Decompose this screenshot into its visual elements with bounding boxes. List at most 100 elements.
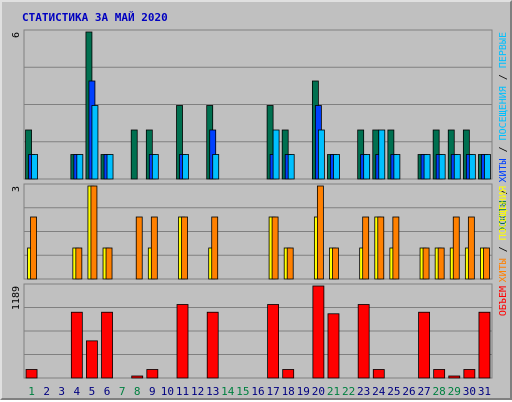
panel-2-bar: [312, 285, 325, 379]
x-tick-label: 15: [236, 385, 249, 398]
panel-2-bar: [478, 311, 491, 379]
panel-0-bar: [287, 154, 295, 180]
legend-entry: ПЕРВЫЕ: [498, 32, 509, 68]
panel-1-bar: [316, 185, 324, 280]
x-tick-label: 10: [161, 385, 174, 398]
panel-0-legend: ХОСТЫ / ХИТЫ / ПОСЕЩЕНИЯ / ПЕРВЫЕ: [498, 32, 509, 231]
legend-entry: ПОСЕЩЕНИЯ: [498, 86, 509, 140]
chart-title: СТАТИСТИКА ЗА МАЙ 2020: [22, 11, 168, 24]
x-tick-label: 19: [297, 385, 310, 398]
legend-entry: ХИТЫ: [498, 258, 509, 282]
panel-0-bar: [130, 129, 138, 180]
panel-0-bar: [151, 154, 159, 180]
panel-2-bar: [372, 369, 385, 379]
legend-entry: ХИТЫ: [498, 158, 509, 182]
x-tick-label: 7: [119, 385, 126, 398]
x-tick-label: 14: [221, 385, 235, 398]
x-tick-label: 22: [342, 385, 355, 398]
panel-0-bar: [212, 154, 220, 180]
panel-2-bar: [267, 304, 279, 379]
panel-2-bar: [206, 311, 219, 379]
panel-0-bar: [76, 154, 84, 180]
panel-1-bar: [75, 247, 83, 280]
x-tick-label: 13: [206, 385, 219, 398]
x-tick-label: 24: [372, 385, 386, 398]
x-tick-label: 5: [89, 385, 96, 398]
x-tick-label: 16: [251, 385, 264, 398]
panel-2-bar: [176, 304, 189, 379]
legend-separator: /: [498, 240, 509, 258]
x-tick-label: 12: [191, 385, 204, 398]
panel-0-bar: [106, 154, 114, 180]
x-tick-label: 3: [58, 385, 65, 398]
panel-2-bar: [418, 311, 430, 379]
legend-entry: ХОСТЫ: [498, 201, 509, 231]
legend-separator: /: [498, 140, 509, 158]
panel-2-y-max-label: 1189: [11, 286, 22, 310]
x-tick-label: 6: [104, 385, 111, 398]
x-tick-label: 29: [448, 385, 461, 398]
panel-1-bar: [286, 247, 294, 280]
panel-0-bar: [333, 154, 340, 180]
panel-1-bar: [377, 216, 385, 280]
panel-1-bar: [90, 185, 98, 280]
panel-1-legend: ХИТЫ / ПОСЕЩЕНИЯ: [498, 186, 509, 282]
legend-separator: /: [498, 183, 509, 201]
panel-0-bar: [423, 154, 431, 180]
x-tick-label: 26: [402, 385, 415, 398]
panel-0-bar: [468, 154, 476, 180]
panel-0-bar: [363, 154, 371, 180]
panel-1-bar: [30, 216, 37, 280]
panel-2-bar: [448, 375, 461, 379]
x-tick-label: 17: [266, 385, 279, 398]
panel-1-bar: [452, 216, 460, 280]
x-tick-label: 21: [327, 385, 340, 398]
panel-1-bar: [181, 216, 188, 280]
panel-2-bar: [433, 369, 446, 379]
x-tick-label: 9: [149, 385, 156, 398]
panel-1-bar: [150, 216, 158, 280]
panel-2-bar: [463, 369, 476, 379]
panel-2-bar: [86, 340, 98, 379]
x-tick-label: 30: [463, 385, 476, 398]
panel-0-bar: [317, 129, 325, 180]
panel-1-bar: [211, 216, 219, 280]
panel-0-bar: [272, 129, 280, 180]
panel-1-bar: [422, 247, 430, 280]
x-tick-label: 18: [282, 385, 295, 398]
panel-2-legend: ОБЪЕМ: [498, 286, 509, 316]
panel-1-bar: [105, 247, 113, 280]
panel-2-bar: [101, 311, 113, 379]
panel-0-bar: [393, 154, 401, 180]
panel-1-bar: [332, 247, 339, 280]
x-tick-label: 11: [176, 385, 189, 398]
panel-0-bar: [31, 154, 38, 180]
panel-1-bar: [467, 216, 475, 280]
x-tick-label: 31: [478, 385, 491, 398]
x-tick-label: 20: [312, 385, 325, 398]
x-tick-label: 1: [28, 385, 35, 398]
panel-0-bar: [378, 129, 386, 180]
panel-1-bar: [437, 247, 445, 280]
panel-1-bar: [392, 216, 400, 280]
x-tick-label: 4: [74, 385, 81, 398]
panel-1-y-max-label: 3: [11, 186, 22, 192]
x-tick-label: 23: [357, 385, 370, 398]
panel-0-bar: [453, 154, 461, 180]
x-tick-label: 28: [433, 385, 446, 398]
legend-entry: ПОСЕЩЕНИЯ: [498, 186, 509, 240]
legend-entry: ОБЪЕМ: [498, 286, 509, 316]
x-tick-label: 2: [43, 385, 50, 398]
legend-separator: /: [498, 68, 509, 86]
x-tick-label: 8: [134, 385, 141, 398]
panel-2-bar: [282, 369, 295, 379]
panel-2-bar: [357, 304, 370, 379]
panel-1-bar: [135, 216, 143, 280]
panel-0-bar: [484, 154, 491, 180]
x-tick-label: 27: [417, 385, 430, 398]
panel-2-bar: [25, 369, 38, 379]
panel-1-bar: [271, 216, 279, 280]
panel-1-bar: [483, 247, 490, 280]
